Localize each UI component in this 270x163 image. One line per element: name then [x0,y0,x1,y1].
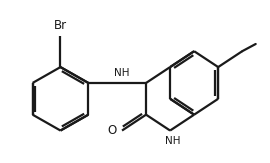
Text: O: O [107,124,116,137]
Text: NH: NH [165,136,180,146]
Text: Br: Br [54,19,67,32]
Text: NH: NH [114,68,130,78]
